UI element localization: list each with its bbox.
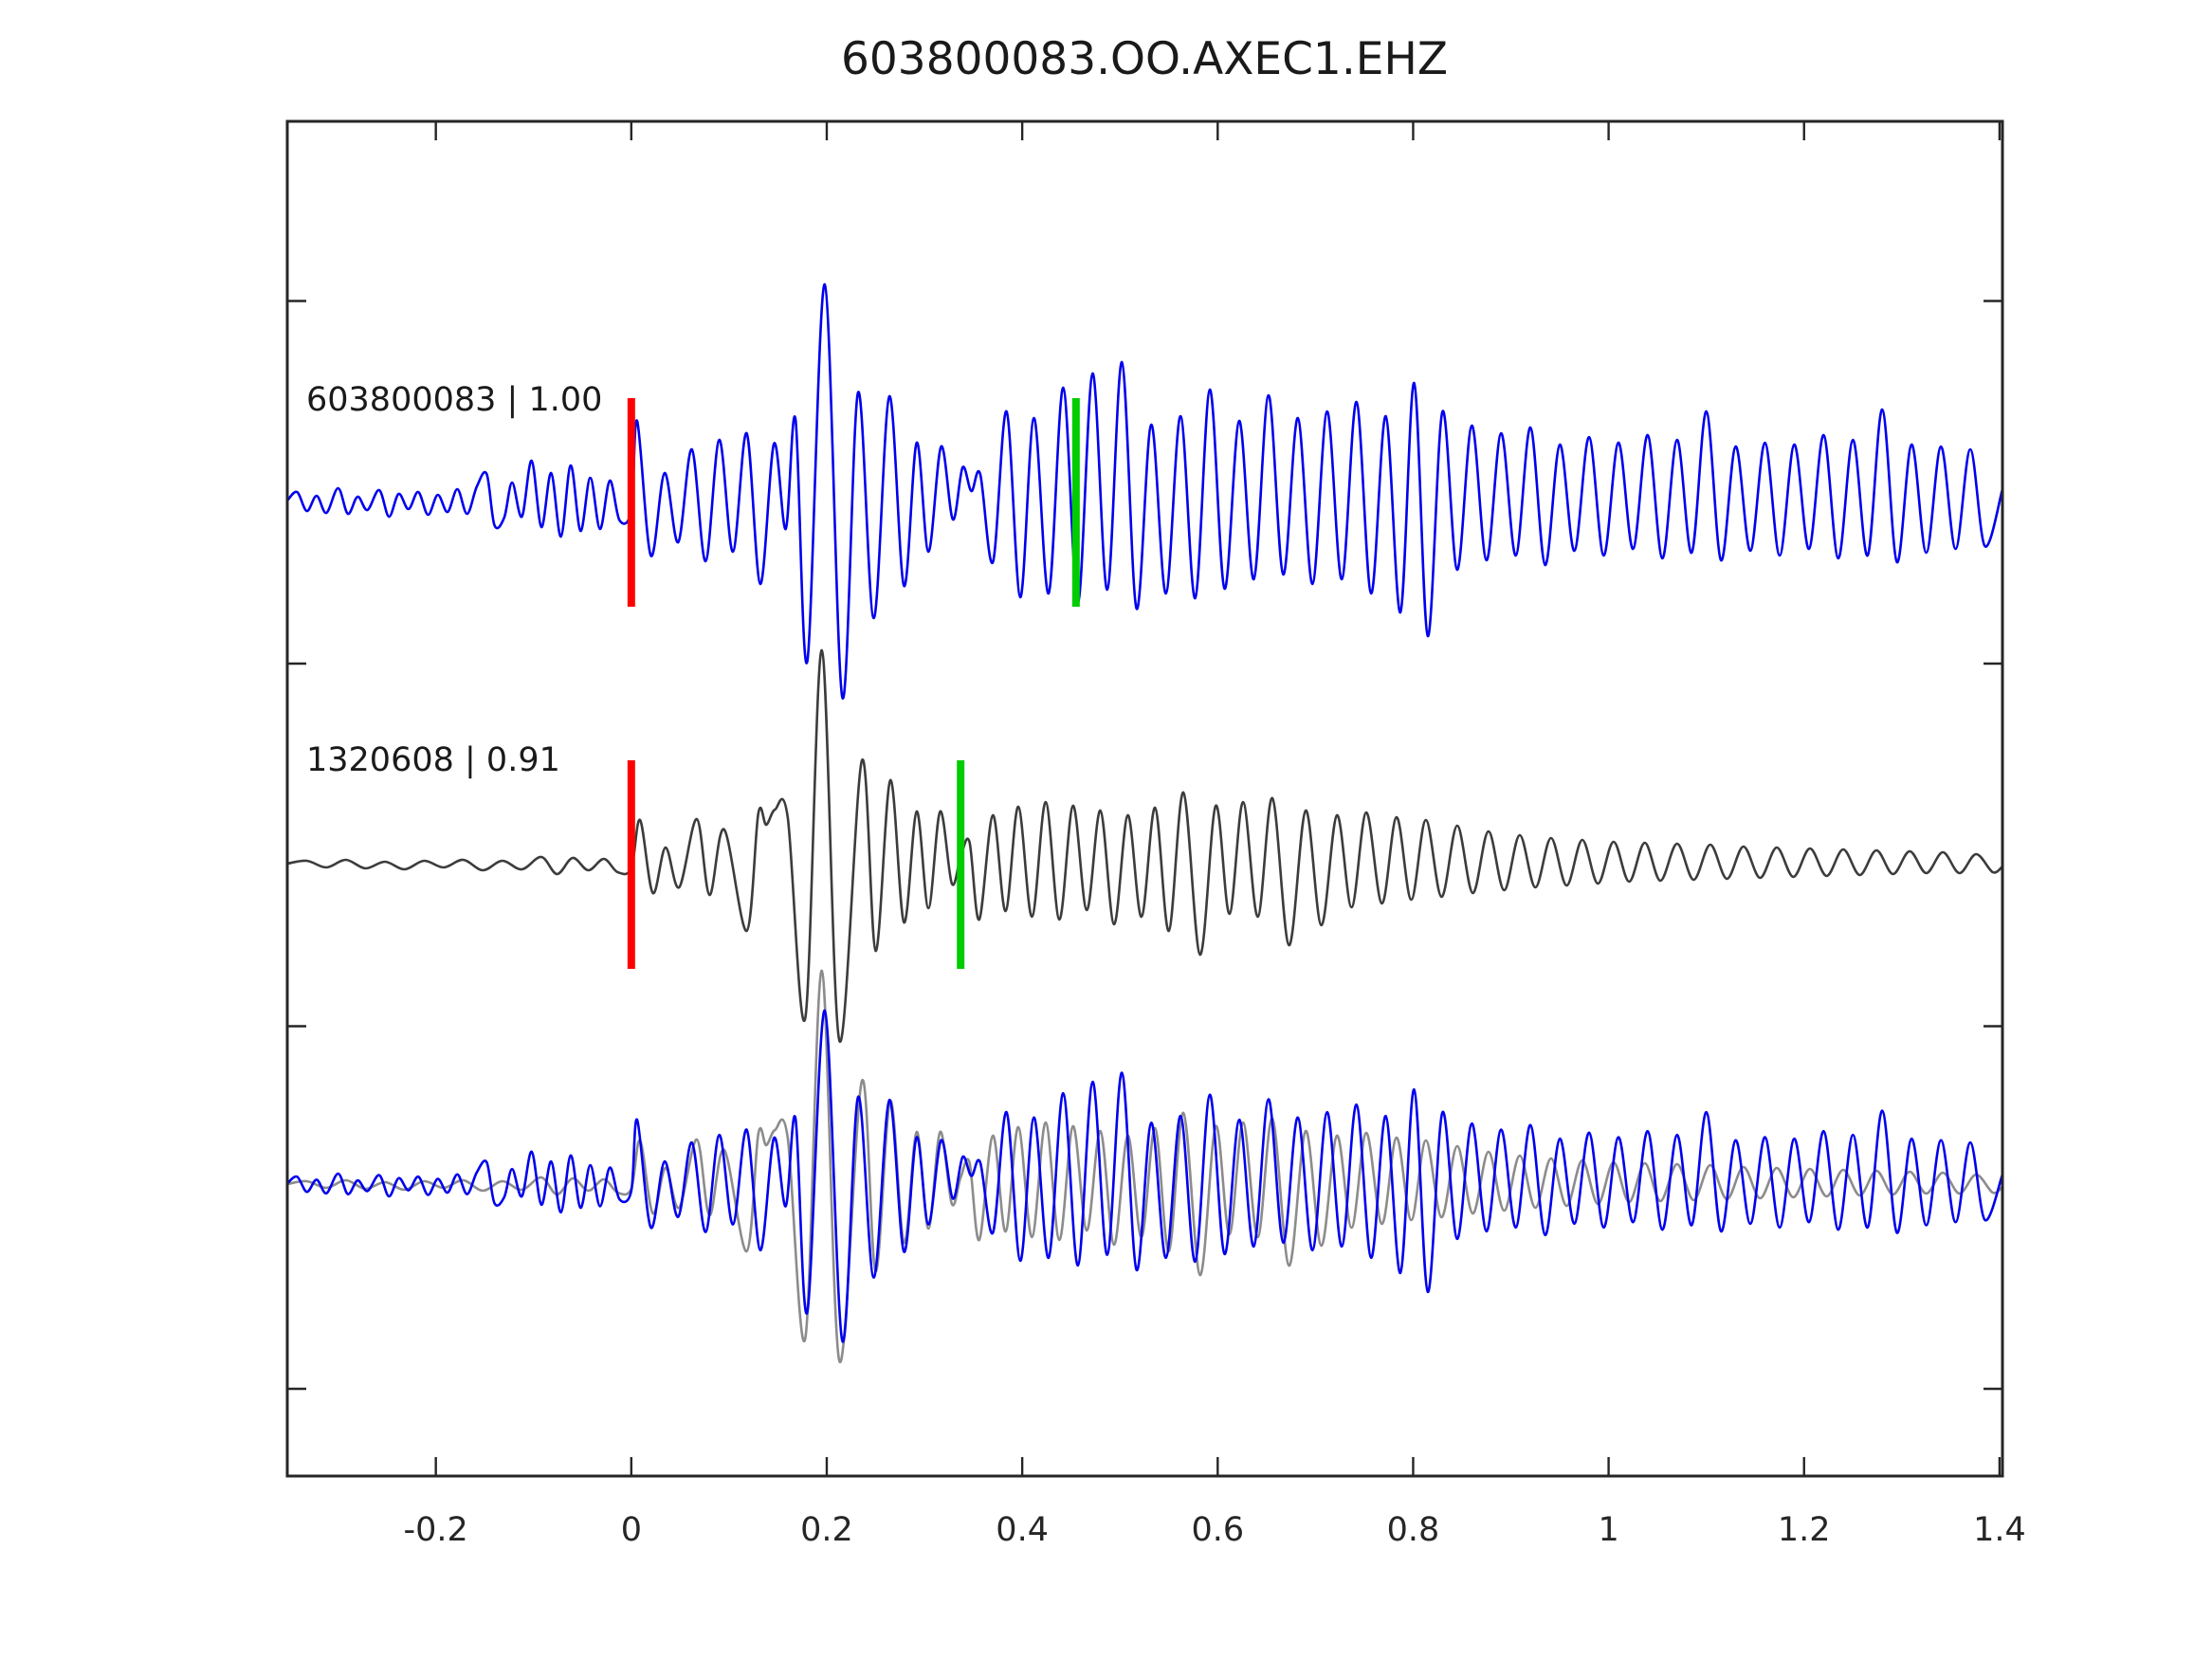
x-tick-label: 1 <box>1598 1511 1618 1549</box>
x-tick-label: 0.4 <box>996 1511 1049 1549</box>
detection-panel-detection-trace <box>285 648 2004 1043</box>
template-panel-template-trace <box>285 283 2004 700</box>
x-tick-label: 1.4 <box>1973 1511 2026 1549</box>
x-tick-label: 0.2 <box>800 1511 853 1549</box>
overlay-panel-template-trace <box>285 1009 2004 1343</box>
x-tick-label: 0 <box>621 1511 642 1549</box>
plot-border <box>285 119 2004 1478</box>
plot-area <box>287 121 2002 1476</box>
template-panel-red-pick-marker <box>627 398 635 607</box>
detection-panel-green-pick-marker <box>957 760 965 969</box>
x-tick-label: 0.6 <box>1191 1511 1244 1549</box>
x-tick-label: -0.2 <box>404 1511 468 1549</box>
template-trace-label: 603800083 | 1.00 <box>306 381 602 419</box>
traces <box>285 283 2004 1363</box>
detection-trace-label: 1320608 | 0.91 <box>306 741 560 779</box>
y-ticks <box>287 300 2002 1391</box>
chart-title: 603800083.OO.AXEC1.EHZ <box>841 33 1448 85</box>
x-tick-labels: -0.2 0 0.2 0.4 0.6 0.8 1 1.2 1.4 <box>404 1511 2026 1549</box>
x-tick-label: 1.2 <box>1778 1511 1831 1549</box>
x-ticks <box>434 121 2002 1476</box>
template-panel-green-pick-marker <box>1071 398 1080 607</box>
detection-panel-red-pick-marker <box>627 760 635 969</box>
pick-markers <box>627 398 1080 969</box>
x-tick-label: 0.8 <box>1387 1511 1440 1549</box>
